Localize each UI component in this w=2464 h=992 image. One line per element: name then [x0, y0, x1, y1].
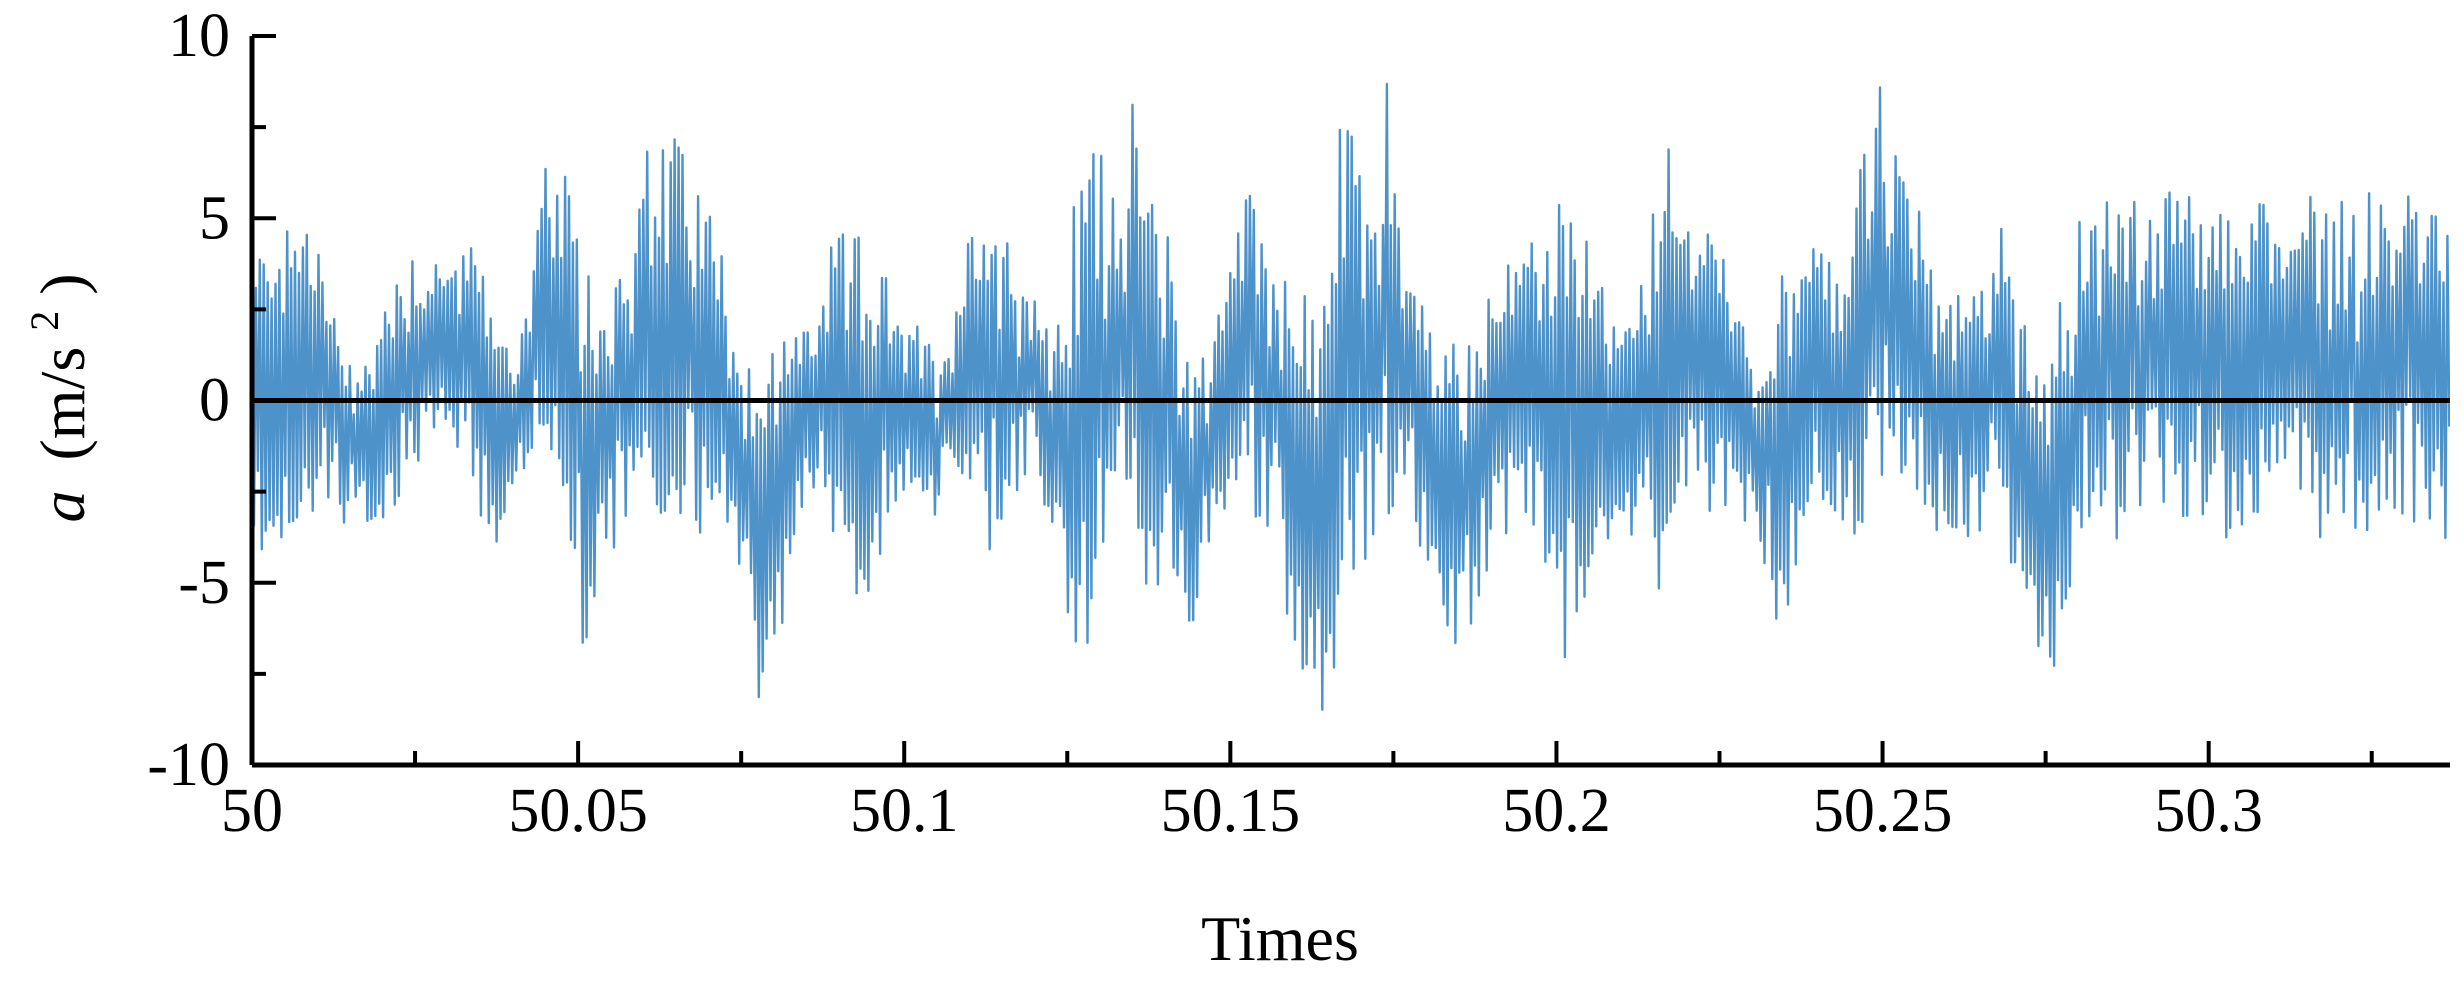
x-tick-label: 50.2: [1502, 777, 1611, 845]
y-axis-unit: (m/s: [27, 347, 98, 461]
y-axis-unit-exponent: 2: [22, 311, 67, 331]
y-axis-ticks: 10 5 0 -5 -10: [147, 2, 276, 799]
y-tick-label: -10: [147, 731, 230, 799]
x-axis-ticks: 50 50.05 50.1 50.15 50.2 50.25 50.3: [221, 741, 2374, 845]
series-layer: [252, 82, 2450, 711]
y-axis-unit-close: ): [27, 273, 98, 294]
acceleration-series-line: [252, 82, 2450, 711]
x-tick-label: 50.05: [508, 777, 648, 845]
x-axis-title: Times: [1201, 903, 1359, 974]
y-tick-label: 0: [199, 367, 230, 435]
y-tick-label: -5: [178, 549, 230, 617]
y-tick-label: 5: [199, 184, 230, 252]
y-axis-title: a (m/s 2 ): [1, 273, 98, 522]
x-tick-label: 50.25: [1813, 777, 1953, 845]
x-tick-label: 50: [221, 777, 283, 845]
x-tick-label: 50.1: [850, 777, 959, 845]
x-tick-label: 50.3: [2154, 777, 2263, 845]
plot-area: [252, 82, 2450, 711]
y-tick-label: 10: [168, 2, 230, 70]
x-tick-label: 50.15: [1161, 777, 1301, 845]
y-axis-symbol: a: [27, 491, 98, 523]
